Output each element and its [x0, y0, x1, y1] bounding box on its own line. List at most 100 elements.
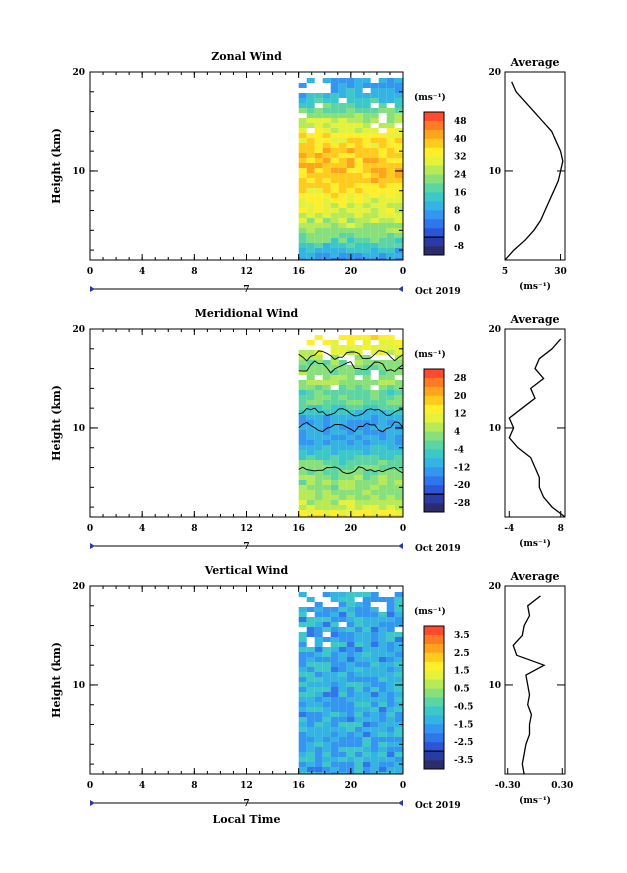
- x-tick-label: 8: [191, 781, 197, 791]
- heatmap-cell: [362, 697, 371, 702]
- heatmap-cell: [298, 757, 307, 762]
- heatmap-cell: [298, 203, 307, 208]
- heatmap-cell: [354, 732, 363, 737]
- heatmap-cell: [386, 248, 395, 253]
- heatmap-cell: [370, 632, 379, 637]
- heatmap-cell: [378, 380, 387, 385]
- heatmap-cell: [362, 495, 371, 500]
- heatmap-cell: [370, 697, 379, 702]
- heatmap-cell: [346, 183, 355, 188]
- heatmap-cell: [394, 475, 403, 480]
- heatmap-cell: [338, 223, 347, 228]
- heatmap-cell: [330, 340, 339, 345]
- heatmap-cell: [394, 198, 403, 203]
- heatmap-cell: [362, 597, 371, 602]
- heatmap-cell: [386, 515, 395, 517]
- heatmap-cell: [362, 123, 371, 128]
- colorbar-swatch: [424, 449, 444, 459]
- heatmap-cell: [306, 395, 315, 400]
- heatmap-cell: [298, 415, 307, 420]
- heatmap-cell: [298, 168, 307, 173]
- day-line-end-arrow: [398, 800, 403, 806]
- x-tick-label: 0: [400, 781, 406, 791]
- heatmap-cell: [354, 612, 363, 617]
- heatmap-cell: [306, 692, 315, 697]
- heatmap-cell: [346, 637, 355, 642]
- heatmap-cell: [330, 188, 339, 193]
- heatmap-cell: [394, 208, 403, 213]
- heatmap-cell: [314, 445, 323, 450]
- heatmap-cell: [322, 652, 331, 657]
- heatmap-cell: [394, 345, 403, 350]
- heatmap-cell: [322, 183, 331, 188]
- heatmap-cell: [378, 228, 387, 233]
- heatmap-cell: [386, 772, 395, 774]
- heatmap-cell: [378, 248, 387, 253]
- heatmap-cell: [298, 430, 307, 435]
- x-tick-label: 4: [139, 524, 145, 534]
- heatmap-cell: [378, 93, 387, 98]
- heatmap-cell: [378, 340, 387, 345]
- heatmap-cell: [306, 163, 315, 168]
- heatmap-cell: [370, 687, 379, 692]
- heatmap-cell: [394, 667, 403, 672]
- heatmap-cell: [354, 762, 363, 767]
- heatmap-cell: [306, 258, 315, 260]
- heatmap-cell: [394, 762, 403, 767]
- colorbar-swatch: [424, 422, 444, 432]
- heatmap-cell: [370, 742, 379, 747]
- heatmap-cell: [370, 113, 379, 118]
- heatmap-cell: [378, 400, 387, 405]
- contour-line: [298, 360, 403, 374]
- heatmap-cell: [394, 767, 403, 772]
- heatmap-cell: [362, 138, 371, 143]
- heatmap-cell: [386, 128, 395, 133]
- heatmap-cell: [314, 495, 323, 500]
- heatmap-cell: [354, 632, 363, 637]
- colorbar-swatch: [424, 476, 444, 486]
- heatmap-cell: [346, 188, 355, 193]
- heatmap-cell: [322, 455, 331, 460]
- heatmap-cell: [354, 500, 363, 505]
- heatmap-cell: [322, 440, 331, 445]
- heatmap-cell: [314, 208, 323, 213]
- heatmap-cell: [394, 722, 403, 727]
- heatmap-cell: [346, 405, 355, 410]
- heatmap-cell: [330, 627, 339, 632]
- heatmap-cell: [338, 450, 347, 455]
- heatmap-cell: [346, 340, 355, 345]
- heatmap-cell: [306, 652, 315, 657]
- heatmap-cell: [338, 495, 347, 500]
- colorbar-tick-label: 4: [454, 428, 460, 438]
- heatmap-cell: [306, 218, 315, 223]
- heatmap-cell: [354, 335, 363, 340]
- heatmap-cell: [338, 188, 347, 193]
- heatmap-cell: [386, 742, 395, 747]
- heatmap-cell: [378, 168, 387, 173]
- heatmap-cell: [346, 597, 355, 602]
- colorbar-swatch: [424, 634, 444, 645]
- heatmap-cell: [362, 93, 371, 98]
- heatmap-cell: [314, 148, 323, 153]
- heatmap-cell: [314, 258, 323, 260]
- colorbar-swatch: [424, 467, 444, 477]
- heatmap-cell: [330, 697, 339, 702]
- heatmap-cell: [354, 188, 363, 193]
- heatmap-cell: [386, 188, 395, 193]
- heatmap-cell: [346, 727, 355, 732]
- heatmap-cell: [354, 345, 363, 350]
- heatmap-cell: [298, 677, 307, 682]
- heatmap-cell: [378, 490, 387, 495]
- heatmap-cell: [386, 470, 395, 475]
- heatmap-cell: [330, 450, 339, 455]
- heatmap-cell: [298, 687, 307, 692]
- heatmap-cell: [346, 78, 355, 83]
- heatmap-cell: [378, 385, 387, 390]
- heatmap-cell: [362, 465, 371, 470]
- heatmap-cell: [394, 193, 403, 198]
- heatmap-cell: [378, 430, 387, 435]
- heatmap-cell: [330, 672, 339, 677]
- heatmap-cell: [346, 742, 355, 747]
- heatmap-cell: [322, 198, 331, 203]
- heatmap-cell: [330, 490, 339, 495]
